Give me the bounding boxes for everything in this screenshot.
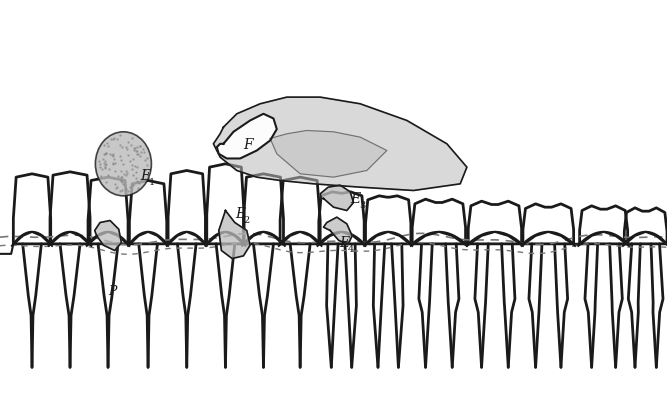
Polygon shape xyxy=(213,97,467,190)
Text: E: E xyxy=(235,207,245,221)
Text: E: E xyxy=(350,192,360,206)
Polygon shape xyxy=(168,170,205,244)
Ellipse shape xyxy=(95,132,151,196)
Text: P: P xyxy=(108,286,117,298)
Polygon shape xyxy=(243,174,283,244)
Text: 2: 2 xyxy=(243,216,249,225)
Polygon shape xyxy=(468,201,522,244)
Text: E: E xyxy=(140,169,150,183)
Polygon shape xyxy=(129,180,167,244)
Polygon shape xyxy=(323,217,352,244)
Text: F: F xyxy=(243,138,253,152)
Polygon shape xyxy=(88,177,128,244)
Polygon shape xyxy=(50,172,90,244)
Polygon shape xyxy=(280,177,320,244)
Polygon shape xyxy=(320,185,354,211)
Polygon shape xyxy=(366,196,411,244)
Polygon shape xyxy=(95,221,121,251)
Text: 3: 3 xyxy=(359,201,365,211)
Polygon shape xyxy=(412,199,466,244)
Text: 1: 1 xyxy=(149,178,155,187)
Polygon shape xyxy=(624,208,667,244)
Polygon shape xyxy=(217,114,277,158)
Text: E: E xyxy=(339,235,349,249)
Polygon shape xyxy=(13,174,51,244)
Text: 4: 4 xyxy=(348,245,354,254)
Polygon shape xyxy=(319,192,364,244)
Polygon shape xyxy=(207,164,244,244)
Polygon shape xyxy=(270,130,387,177)
Polygon shape xyxy=(219,211,250,259)
Polygon shape xyxy=(580,206,628,244)
Polygon shape xyxy=(523,204,574,244)
